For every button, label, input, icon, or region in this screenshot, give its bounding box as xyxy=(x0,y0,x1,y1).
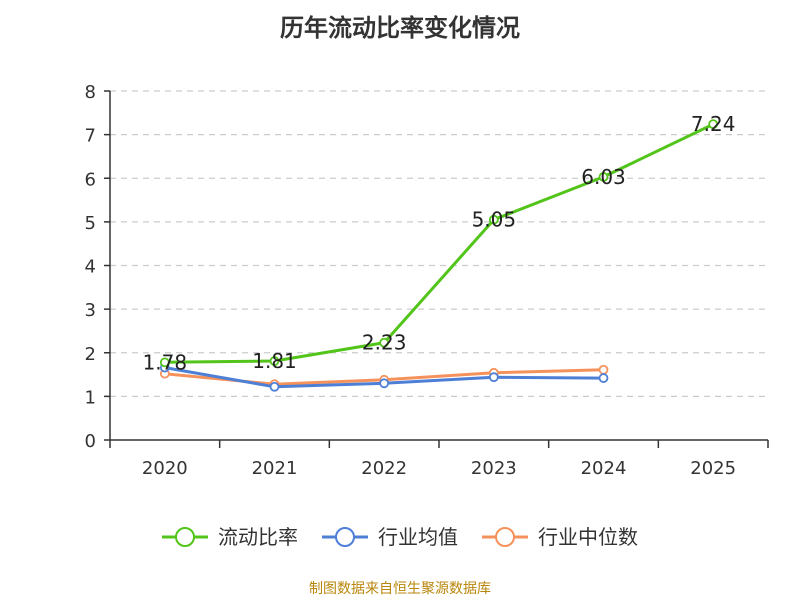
x-tick-label: 2021 xyxy=(252,458,298,479)
y-tick-label: 5 xyxy=(85,213,96,234)
x-tick-label: 2023 xyxy=(471,458,517,479)
legend-label: 行业均值 xyxy=(378,525,458,549)
y-tick-label: 3 xyxy=(85,300,96,321)
x-tick-label: 2025 xyxy=(690,458,736,479)
data-label: 7.24 xyxy=(691,112,736,136)
x-tick-label: 2020 xyxy=(142,458,188,479)
data-label: 2.23 xyxy=(362,331,407,355)
legend-marker xyxy=(335,527,355,547)
y-tick-label: 7 xyxy=(85,126,96,147)
legend-label: 行业中位数 xyxy=(538,525,638,549)
source-footer: 制图数据来自恒生聚源数据库 xyxy=(309,581,491,597)
data-point xyxy=(488,372,499,383)
y-tick-label: 2 xyxy=(85,344,96,365)
legend-label: 流动比率 xyxy=(218,525,298,549)
legend-marker xyxy=(175,527,195,547)
data-point xyxy=(598,364,609,375)
data-label: 5.05 xyxy=(472,208,517,232)
data-point xyxy=(159,357,170,368)
data-point xyxy=(269,356,280,366)
x-tick-label: 2022 xyxy=(361,458,407,479)
legend-marker xyxy=(495,527,515,547)
data-point xyxy=(708,119,719,130)
y-tick-label: 4 xyxy=(85,257,96,278)
data-label: 1.78 xyxy=(143,350,188,374)
chart-title: 历年流动比率变化情况 xyxy=(280,14,520,42)
data-point xyxy=(379,378,390,389)
data-label: 1.81 xyxy=(252,349,297,373)
data-point xyxy=(269,381,280,392)
y-tick-label: 0 xyxy=(85,431,96,452)
y-tick-label: 8 xyxy=(85,82,96,103)
y-tick-label: 1 xyxy=(85,387,96,408)
data-point xyxy=(488,214,499,225)
x-tick-label: 2024 xyxy=(581,458,627,479)
data-point xyxy=(598,172,609,182)
data-label: 6.03 xyxy=(581,165,626,189)
data-point xyxy=(379,337,390,348)
series-line xyxy=(164,122,714,364)
data-point xyxy=(598,373,609,383)
y-tick-label: 6 xyxy=(85,169,96,190)
